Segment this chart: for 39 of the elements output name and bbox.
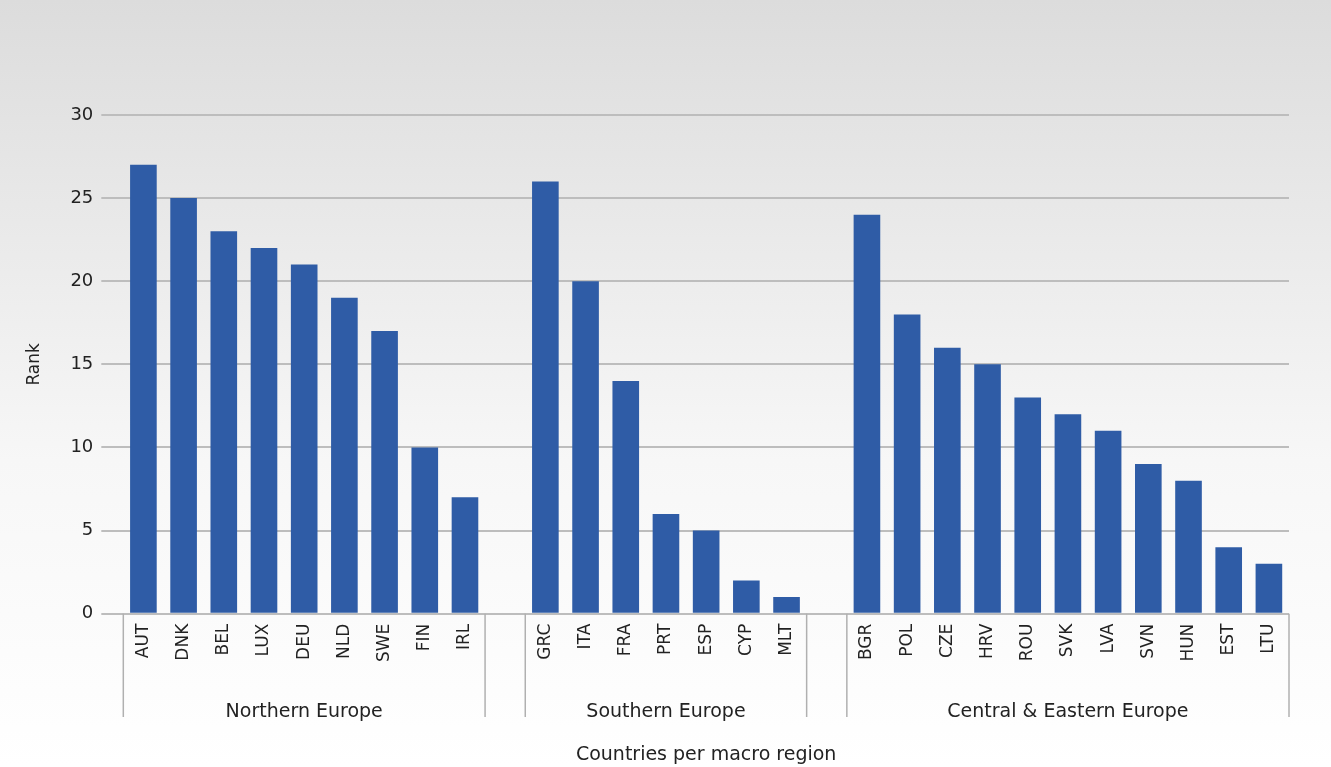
text: Northern Europe	[225, 698, 383, 721]
x-tick-label: IRL	[453, 623, 474, 650]
x-tick-label: LVA	[1096, 623, 1117, 654]
y-tick-label: 15	[70, 352, 94, 373]
x-tick-label: FRA	[614, 623, 635, 657]
text: Southern Europe	[586, 698, 746, 721]
x-tick-label: AUT	[131, 623, 152, 659]
x-tick-label: ITA	[573, 623, 594, 650]
x-tick-label: DEU	[292, 623, 313, 660]
x-tick-label: GRC	[533, 623, 554, 660]
x-tick-label: CYP	[734, 623, 755, 656]
x-tick-label: SVN	[1136, 623, 1157, 659]
x-tick-label: SVK	[1056, 622, 1077, 658]
x-tick-label: CZE	[935, 623, 956, 658]
x-tick-label: DNK	[172, 622, 193, 661]
x-tick-label: LUX	[252, 623, 273, 657]
y-tick-label: 25	[70, 185, 94, 207]
y-tick-label: 30	[70, 102, 94, 124]
x-tick-label: BEL	[212, 623, 233, 656]
x-tick-label: PRT	[654, 623, 675, 655]
x-tick-label: HRV	[975, 623, 996, 659]
y-tick-label: 10	[70, 435, 94, 457]
y-axis-title: Rank	[22, 342, 43, 386]
y-tick-label: 20	[70, 268, 94, 290]
x-tick-label: EST	[1217, 623, 1238, 656]
x-tick-label: ESP	[694, 623, 715, 656]
y-tick-label: 5	[81, 518, 94, 540]
x-tick-label: HUN	[1176, 623, 1197, 662]
x-tick-label: SWE	[373, 623, 393, 662]
x-tick-label: MLT	[774, 623, 795, 656]
y-tick-label: 0	[81, 601, 94, 623]
x-tick-label: POL	[895, 623, 916, 657]
x-tick-label: ROU	[1016, 623, 1037, 662]
x-tick-label: BGR	[855, 623, 876, 661]
x-axis-title: Countries per macro region	[575, 741, 837, 764]
text: Central & Eastern Europe	[947, 698, 1189, 721]
x-tick-label: NLD	[332, 623, 353, 659]
x-tick-label: FIN	[413, 623, 434, 652]
x-tick-label: LTU	[1257, 623, 1278, 654]
